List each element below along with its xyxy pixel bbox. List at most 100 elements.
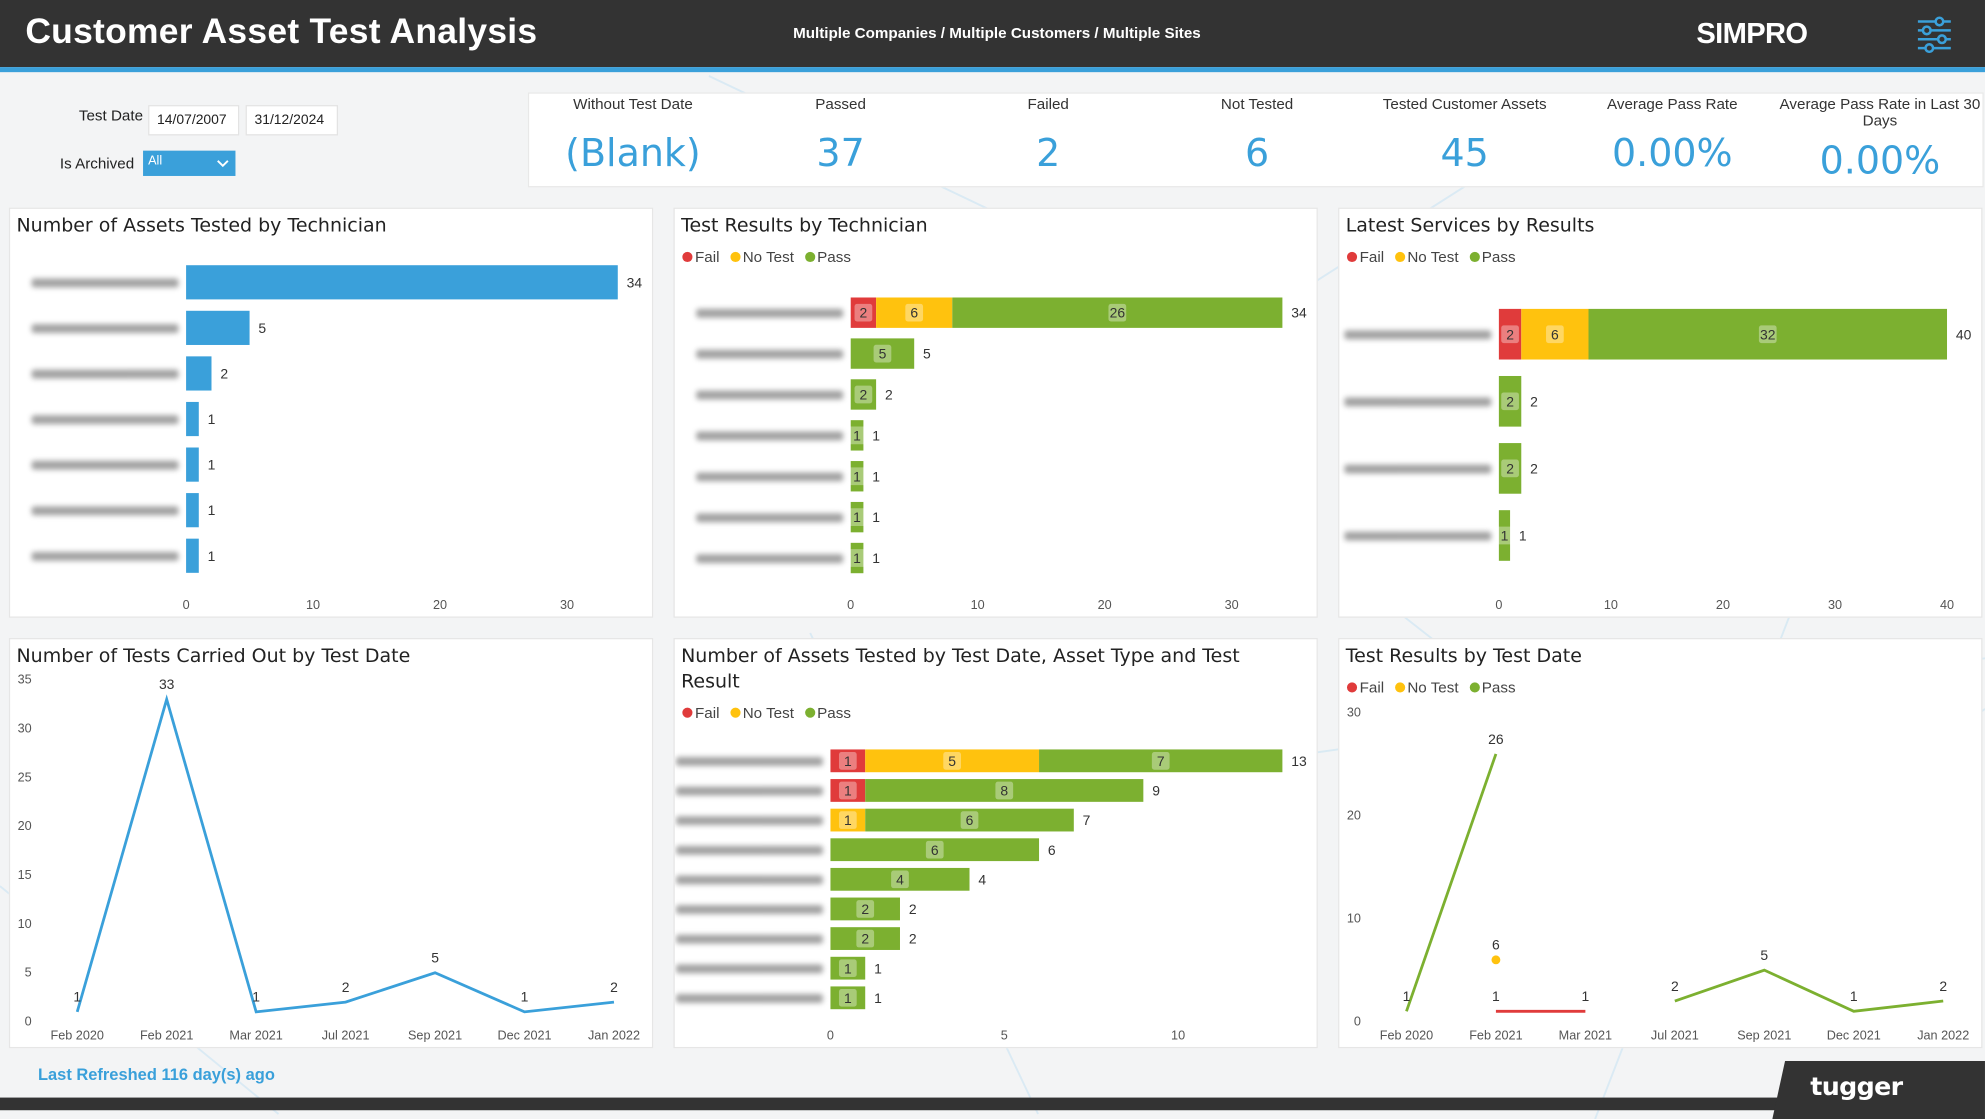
bar-segment <box>1498 375 1522 427</box>
data-label-bg <box>854 385 873 404</box>
bar-total-label: 6 <box>1048 842 1056 858</box>
assets-by-technician-chart[interactable]: 0 10 20 30 34 5 2 1 1 1 1 <box>10 209 654 619</box>
data-label: 1 <box>844 812 852 828</box>
bar-total-label: 2 <box>1530 393 1538 409</box>
category-label-redacted <box>696 390 844 400</box>
y-tick-label: 35 <box>18 673 32 687</box>
chart-title: Latest Services by Results <box>1345 213 1595 237</box>
data-label: 1 <box>844 783 852 799</box>
data-label-bg <box>838 781 857 800</box>
bar-total-label: 9 <box>1152 783 1160 799</box>
chevron-down-icon <box>217 160 229 168</box>
bar-total-label: 1 <box>872 468 880 484</box>
category-label-redacted <box>676 816 823 826</box>
bar-segment <box>865 808 1074 832</box>
panel-assets-by-technician: Number of Assets Tested by Technician 0 1… <box>8 207 654 619</box>
y-tick-label: 5 <box>25 966 32 980</box>
kpi-failed: Failed 2 <box>944 94 1152 189</box>
bar-total-label: 4 <box>978 871 986 887</box>
page-title: Customer Asset Test Analysis <box>25 11 538 51</box>
category-label-redacted <box>1344 330 1492 340</box>
series-line <box>1405 753 1498 1012</box>
last-refreshed-link[interactable]: Last Refreshed 116 day(s) ago <box>37 1064 275 1084</box>
bar-segment <box>1498 510 1511 561</box>
kpi-label: Passed <box>815 94 866 113</box>
x-tick-label: Mar 2021 <box>229 1028 282 1042</box>
data-label: 26 <box>1488 731 1504 747</box>
bar-total-label: 2 <box>220 366 228 382</box>
category-label-redacted <box>676 845 823 855</box>
is-archived-dropdown[interactable]: All <box>143 150 236 176</box>
data-label: 1 <box>1501 528 1509 544</box>
bar-segment <box>1039 749 1283 773</box>
kpi-value: 0.00% <box>1611 131 1733 176</box>
bar-segment <box>850 338 915 369</box>
data-label: 2 <box>1939 978 1947 994</box>
category-label-redacted <box>1344 531 1492 541</box>
data-label: 2 <box>860 387 868 403</box>
legend-pass-swatch <box>1469 251 1480 263</box>
legend-notest-swatch <box>1394 251 1405 263</box>
data-label-bg <box>1546 325 1564 344</box>
data-label: 1 <box>853 468 861 484</box>
data-label-bg <box>891 870 909 889</box>
category-label-redacted <box>31 324 179 333</box>
kpi-label: Average Pass Rate <box>1606 94 1738 113</box>
bar-total-label: 1 <box>1519 528 1527 544</box>
test-results-by-test-date-chart[interactable]: 0 10 20 30 Feb 2020 Feb 2021 Mar 2021 Jul 2021 S… <box>1339 639 1983 1049</box>
kpi-value: 2 <box>1036 131 1061 176</box>
data-label-bg <box>925 840 944 859</box>
data-label: 1 <box>853 509 861 525</box>
latest-services-chart[interactable]: 0 10 20 30 402 6 32 402 22 21 1 <box>1339 209 1983 619</box>
test-results-by-technician-chart[interactable]: 0 10 20 302 6 26 345 52 21 11 11 11 1 <box>675 209 1319 619</box>
category-label-redacted <box>31 506 179 516</box>
bar-segment <box>830 956 866 980</box>
chart-legend: Fail No Test Pass <box>681 248 856 266</box>
assets-by-test-date-type-chart[interactable]: 0 5 101 5 7 131 8 91 6 76 64 42 22 21 11 1 <box>675 639 1319 1049</box>
data-label-bg <box>838 988 857 1007</box>
data-label: 1 <box>73 989 81 1005</box>
series-line <box>75 694 615 1014</box>
data-label-bg <box>854 303 873 322</box>
x-tick-label: 5 <box>1001 1028 1008 1042</box>
y-tick-label: 15 <box>18 868 32 882</box>
data-label: 2 <box>342 979 350 995</box>
category-label-redacted <box>676 905 823 915</box>
data-label: 33 <box>159 676 175 692</box>
bar-segment <box>830 867 970 891</box>
bar-total-label: 5 <box>923 346 931 362</box>
data-label-bg <box>838 811 857 829</box>
data-label: 32 <box>1760 326 1776 342</box>
date-from-input[interactable]: 14/07/2007 <box>148 105 240 136</box>
data-label-bg <box>848 508 866 526</box>
data-label-bg <box>1501 325 1519 344</box>
bar-total-label: 34 <box>627 274 643 290</box>
panel-tests-by-test-date: Number of Tests Carried Out by Test Date… <box>8 638 654 1049</box>
x-tick-label: 10 <box>306 598 320 612</box>
data-label-bg <box>848 549 866 567</box>
x-tick-label: 30 <box>1828 598 1842 612</box>
kpi-value: (Blank) <box>565 131 701 176</box>
bar-total-label: 1 <box>872 427 880 443</box>
bar-total-label: 2 <box>885 387 893 403</box>
y-tick-label: 0 <box>25 1014 32 1028</box>
category-label-redacted <box>676 994 823 1003</box>
category-label-redacted <box>676 786 823 796</box>
legend-notest-swatch <box>730 251 741 263</box>
x-tick-label: Jan 2022 <box>588 1028 640 1042</box>
sliders-icon[interactable] <box>1914 15 1955 54</box>
data-label: 2 <box>1506 393 1514 409</box>
bar-segment <box>830 986 866 1010</box>
date-to-input[interactable]: 31/12/2024 <box>245 105 339 136</box>
kpi-tested-customer-assets: Tested Customer Assets 45 <box>1361 94 1569 189</box>
data-label: 5 <box>879 346 887 362</box>
panel-test-results-by-test-date: Test Results by Test Date Fail No Test P… <box>1338 638 1983 1049</box>
bar-segment <box>830 838 1040 862</box>
legend-pass-swatch <box>1469 682 1480 693</box>
chart-legend: Fail No Test Pass <box>681 704 856 722</box>
bar-total-label: 1 <box>874 990 882 1006</box>
bar-total-label: 13 <box>1291 753 1307 769</box>
brand-text: tugger <box>1810 1070 1903 1102</box>
